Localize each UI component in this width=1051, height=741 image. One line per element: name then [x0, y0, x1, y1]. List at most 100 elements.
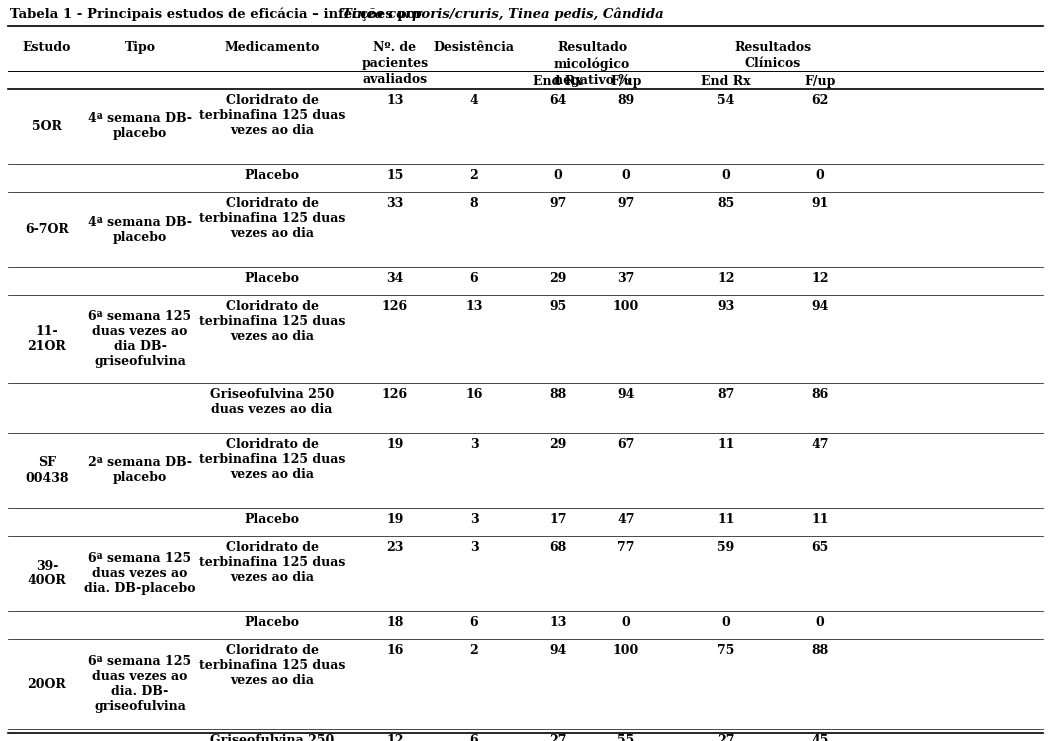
Text: 19: 19 [387, 438, 404, 451]
Text: 8: 8 [470, 197, 478, 210]
Text: Medicamento: Medicamento [224, 41, 320, 54]
Text: 3: 3 [470, 513, 478, 526]
Text: 0: 0 [722, 616, 730, 629]
Text: F/up: F/up [611, 75, 642, 88]
Text: 11: 11 [717, 513, 735, 526]
Text: 12: 12 [717, 272, 735, 285]
Text: Tinea corporis/cruris, Tinea pedis, Cândida: Tinea corporis/cruris, Tinea pedis, Când… [342, 7, 663, 21]
Text: 67: 67 [617, 438, 635, 451]
Text: Nº. de
pacientes
avaliados: Nº. de pacientes avaliados [362, 41, 429, 86]
Text: 5OR: 5OR [33, 120, 62, 133]
Text: 97: 97 [617, 197, 635, 210]
Text: Cloridrato de
terbinafina 125 duas
vezes ao dia: Cloridrato de terbinafina 125 duas vezes… [199, 438, 345, 481]
Text: Cloridrato de
terbinafina 125 duas
vezes ao dia: Cloridrato de terbinafina 125 duas vezes… [199, 94, 345, 137]
Text: Cloridrato de
terbinafina 125 duas
vezes ao dia: Cloridrato de terbinafina 125 duas vezes… [199, 541, 345, 584]
Text: 16: 16 [387, 644, 404, 657]
Text: 11: 11 [717, 438, 735, 451]
Text: 86: 86 [811, 388, 828, 401]
Text: 0: 0 [816, 616, 824, 629]
Text: 0: 0 [621, 169, 631, 182]
Text: 6ª semana 125
duas vezes ao
dia. DB-
griseofulvina: 6ª semana 125 duas vezes ao dia. DB- gri… [88, 655, 191, 713]
Text: 12: 12 [387, 734, 404, 741]
Text: 20OR: 20OR [27, 677, 66, 691]
Text: 0: 0 [722, 169, 730, 182]
Text: Cloridrato de
terbinafina 125 duas
vezes ao dia: Cloridrato de terbinafina 125 duas vezes… [199, 644, 345, 687]
Text: 94: 94 [617, 388, 635, 401]
Text: Cloridrato de
terbinafina 125 duas
vezes ao dia: Cloridrato de terbinafina 125 duas vezes… [199, 300, 345, 343]
Text: Resultado
micológico
negativo %: Resultado micológico negativo % [554, 41, 631, 87]
Text: Placebo: Placebo [245, 169, 300, 182]
Text: 12: 12 [811, 272, 829, 285]
Text: 4ª semana DB-
placebo: 4ª semana DB- placebo [88, 216, 192, 244]
Text: 4ª semana DB-
placebo: 4ª semana DB- placebo [88, 113, 192, 141]
Text: 94: 94 [550, 644, 566, 657]
Text: 85: 85 [718, 197, 735, 210]
Text: 54: 54 [718, 94, 735, 107]
Text: 88: 88 [550, 388, 566, 401]
Text: 91: 91 [811, 197, 828, 210]
Text: 13: 13 [387, 94, 404, 107]
Text: 100: 100 [613, 300, 639, 313]
Text: 2: 2 [470, 644, 478, 657]
Text: 0: 0 [554, 169, 562, 182]
Text: 93: 93 [718, 300, 735, 313]
Text: 89: 89 [617, 94, 635, 107]
Text: 3: 3 [470, 438, 478, 451]
Text: End Rx: End Rx [533, 75, 583, 88]
Text: 6ª semana 125
duas vezes ao
dia. DB-placebo: 6ª semana 125 duas vezes ao dia. DB-plac… [84, 552, 195, 595]
Text: 4: 4 [470, 94, 478, 107]
Text: 29: 29 [550, 272, 566, 285]
Text: 55: 55 [617, 734, 635, 741]
Text: 0: 0 [621, 616, 631, 629]
Text: 29: 29 [550, 438, 566, 451]
Text: 6: 6 [470, 272, 478, 285]
Text: 126: 126 [382, 388, 408, 401]
Text: 3: 3 [470, 541, 478, 554]
Text: F/up: F/up [804, 75, 836, 88]
Text: 62: 62 [811, 94, 828, 107]
Text: Griseofulvina 250
duas vezes ao dia: Griseofulvina 250 duas vezes ao dia [210, 388, 334, 416]
Text: End Rx: End Rx [701, 75, 750, 88]
Text: Tipo: Tipo [124, 41, 156, 54]
Text: Placebo: Placebo [245, 616, 300, 629]
Text: 17: 17 [550, 513, 566, 526]
Text: 23: 23 [387, 541, 404, 554]
Text: 34: 34 [387, 272, 404, 285]
Text: 27: 27 [717, 734, 735, 741]
Text: 11-
21OR: 11- 21OR [27, 325, 66, 353]
Text: Estudo: Estudo [23, 41, 71, 54]
Text: SF
00438: SF 00438 [25, 456, 68, 485]
Text: 100: 100 [613, 644, 639, 657]
Text: 27: 27 [550, 734, 566, 741]
Text: 88: 88 [811, 644, 828, 657]
Text: Cloridrato de
terbinafina 125 duas
vezes ao dia: Cloridrato de terbinafina 125 duas vezes… [199, 197, 345, 240]
Text: 65: 65 [811, 541, 828, 554]
Text: 68: 68 [550, 541, 566, 554]
Text: 6: 6 [470, 734, 478, 741]
Text: 13: 13 [466, 300, 482, 313]
Text: Tabela 1 - Principais estudos de eficácia – infecções por: Tabela 1 - Principais estudos de eficáci… [11, 7, 427, 21]
Text: 47: 47 [811, 438, 829, 451]
Text: 59: 59 [718, 541, 735, 554]
Text: 33: 33 [387, 197, 404, 210]
Text: 11: 11 [811, 513, 829, 526]
Text: 2ª semana DB-
placebo: 2ª semana DB- placebo [88, 456, 192, 485]
Text: Desistência: Desistência [433, 41, 515, 54]
Text: 19: 19 [387, 513, 404, 526]
Text: 45: 45 [811, 734, 828, 741]
Text: 39-
40OR: 39- 40OR [27, 559, 66, 588]
Text: 47: 47 [617, 513, 635, 526]
Text: 95: 95 [550, 300, 566, 313]
Text: 2: 2 [470, 169, 478, 182]
Text: 75: 75 [718, 644, 735, 657]
Text: 94: 94 [811, 300, 828, 313]
Text: Placebo: Placebo [245, 272, 300, 285]
Text: 97: 97 [550, 197, 566, 210]
Text: 13: 13 [550, 616, 566, 629]
Text: 37: 37 [617, 272, 635, 285]
Text: 18: 18 [387, 616, 404, 629]
Text: 64: 64 [550, 94, 566, 107]
Text: 6: 6 [470, 616, 478, 629]
Text: 77: 77 [617, 541, 635, 554]
Text: 15: 15 [387, 169, 404, 182]
